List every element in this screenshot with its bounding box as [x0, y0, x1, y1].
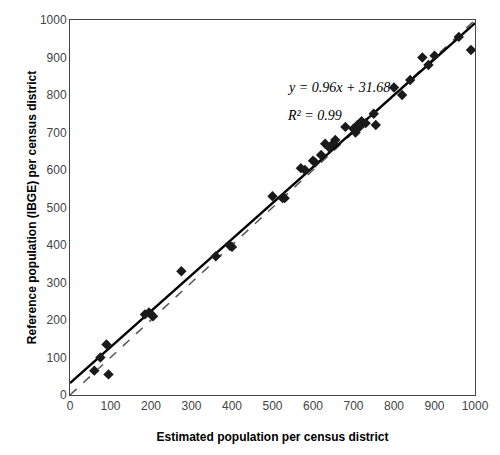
- svg-text:Reference population (IBGE) pe: Reference population (IBGE) per census d…: [25, 71, 39, 344]
- svg-text:800: 800: [47, 88, 67, 102]
- svg-text:0: 0: [67, 399, 74, 413]
- svg-text:600: 600: [303, 399, 323, 413]
- svg-text:500: 500: [262, 399, 282, 413]
- svg-text:y = 0.96x + 31.68: y = 0.96x + 31.68: [287, 80, 390, 95]
- svg-text:600: 600: [47, 163, 67, 177]
- svg-text:400: 400: [222, 399, 242, 413]
- svg-text:200: 200: [47, 313, 67, 327]
- svg-text:1000: 1000: [40, 13, 67, 27]
- svg-text:700: 700: [47, 126, 67, 140]
- svg-text:1000: 1000: [462, 399, 489, 413]
- svg-text:300: 300: [181, 399, 201, 413]
- svg-text:100: 100: [100, 399, 120, 413]
- svg-text:400: 400: [47, 238, 67, 252]
- svg-text:300: 300: [47, 276, 67, 290]
- svg-text:200: 200: [141, 399, 161, 413]
- svg-text:800: 800: [384, 399, 404, 413]
- svg-text:R² = 0.99: R² = 0.99: [287, 108, 342, 123]
- svg-text:700: 700: [343, 399, 363, 413]
- svg-text:900: 900: [47, 51, 67, 65]
- svg-text:500: 500: [47, 201, 67, 215]
- svg-text:0: 0: [60, 388, 67, 402]
- svg-text:900: 900: [424, 399, 444, 413]
- svg-text:Estimated population per censu: Estimated population per census district: [156, 430, 388, 444]
- svg-text:100: 100: [47, 351, 67, 365]
